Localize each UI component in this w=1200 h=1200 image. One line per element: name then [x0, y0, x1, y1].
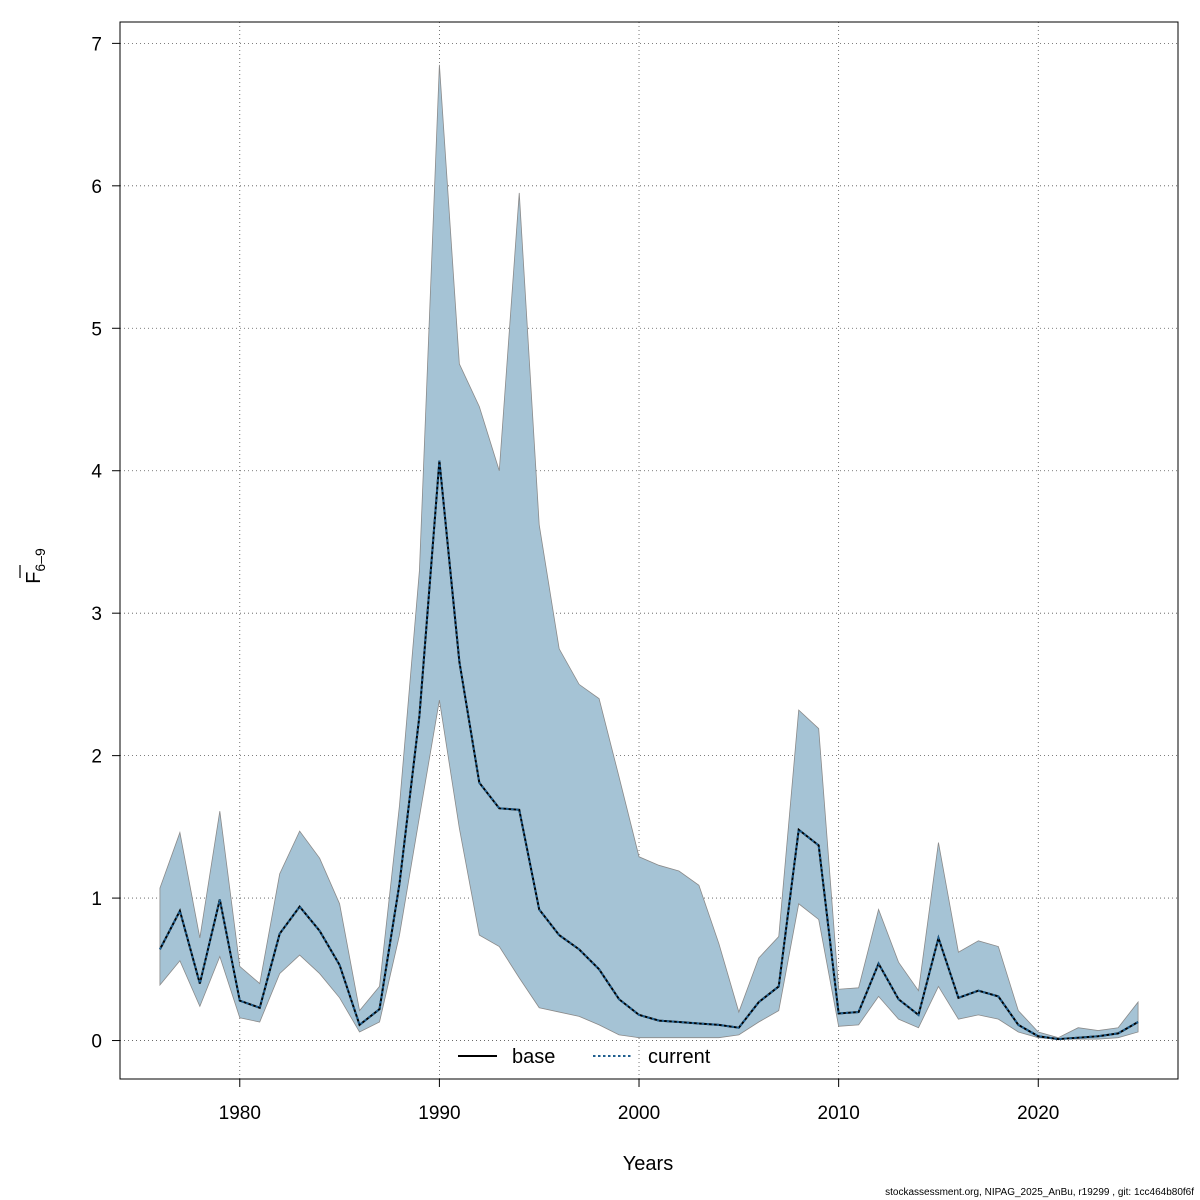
- legend: base current: [458, 1046, 711, 1068]
- y-axis-title-sub: 6–9: [32, 548, 48, 572]
- y-tick-label-6: 6: [91, 177, 102, 198]
- y-tick-label-1: 1: [91, 889, 102, 910]
- svg-text:F6–9: F6–9: [23, 548, 48, 584]
- series-lines: [159, 460, 1139, 1041]
- y-axis-title: F6–9: [19, 548, 48, 584]
- legend-label-current: current: [648, 1046, 711, 1068]
- confidence-band: [159, 64, 1139, 1040]
- x-tick-label-3: 2010: [818, 1103, 860, 1124]
- confidence-band-area: [159, 64, 1139, 1040]
- series-line-current: [159, 460, 1139, 1041]
- y-tick-label-0: 0: [91, 1032, 102, 1053]
- legend-label-base: base: [512, 1046, 555, 1068]
- x-tick-label-2: 2000: [618, 1103, 660, 1124]
- y-tick-label-5: 5: [91, 319, 102, 340]
- x-tick-label-0: 1980: [219, 1103, 261, 1124]
- x-axis-title: Years: [623, 1153, 673, 1175]
- footer-note: stockassessment.org, NIPAG_2025_AnBu, r1…: [885, 1187, 1194, 1198]
- x-tick-label-4: 2020: [1017, 1103, 1059, 1124]
- y-tick-label-7: 7: [91, 34, 102, 55]
- plot-frame: [119, 21, 1179, 1080]
- y-axis: 0 1 2 3 4 5 6 7: [91, 34, 120, 1053]
- y-axis-title-main: F: [23, 572, 45, 584]
- y-tick-label-2: 2: [91, 747, 102, 768]
- x-tick-label-1: 1990: [418, 1103, 460, 1124]
- y-tick-label-4: 4: [91, 462, 102, 483]
- x-axis: 1980 1990 2000 2010 2020: [219, 1079, 1059, 1124]
- y-tick-label-3: 3: [91, 604, 102, 625]
